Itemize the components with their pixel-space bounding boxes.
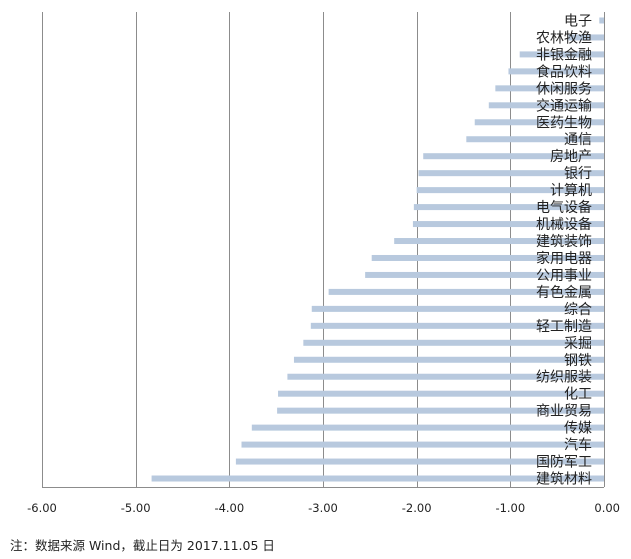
x-tick-label: -3.00 bbox=[308, 501, 338, 515]
bar-chart: 电子农林牧渔非银金融食品饮料休闲服务交通运输医药生物通信房地产银行计算机电气设备… bbox=[27, 12, 620, 515]
category-label: 银行 bbox=[564, 166, 592, 182]
bar bbox=[599, 17, 604, 24]
category-label: 交通运输 bbox=[536, 97, 592, 114]
bar bbox=[241, 441, 604, 448]
category-label: 国防军工 bbox=[536, 455, 592, 471]
category-label: 轻工制造 bbox=[536, 319, 592, 335]
category-label: 建筑材料 bbox=[536, 472, 592, 488]
category-label: 化工 bbox=[564, 387, 592, 403]
bars bbox=[151, 17, 604, 482]
bar bbox=[287, 373, 604, 380]
category-label: 采掘 bbox=[564, 336, 592, 352]
bar bbox=[394, 238, 604, 245]
category-label: 汽车 bbox=[564, 437, 592, 454]
bar bbox=[412, 221, 604, 228]
bar bbox=[413, 204, 604, 211]
category-label: 建筑装饰 bbox=[536, 234, 592, 250]
category-label: 休闲服务 bbox=[536, 81, 592, 97]
bar bbox=[151, 475, 604, 482]
category-label: 家用电器 bbox=[536, 250, 592, 267]
category-label: 计算机 bbox=[550, 183, 592, 199]
category-label: 电子 bbox=[564, 13, 592, 29]
category-label: 机械设备 bbox=[536, 216, 592, 233]
x-tick-label: -4.00 bbox=[214, 501, 244, 515]
category-label: 商业贸易 bbox=[536, 404, 592, 420]
category-label: 有色金属 bbox=[536, 284, 592, 301]
category-label: 房地产 bbox=[550, 149, 592, 165]
category-label: 公用事业 bbox=[536, 268, 592, 284]
x-tick-labels: -6.00 -5.00 -4.00 -3.00 -2.00 -1.00 0.00 bbox=[27, 501, 620, 515]
bar bbox=[488, 102, 604, 109]
category-labels: 电子农林牧渔非银金融食品饮料休闲服务交通运输医药生物通信房地产银行计算机电气设备… bbox=[536, 13, 592, 487]
bar bbox=[474, 119, 604, 126]
bar bbox=[568, 34, 604, 41]
bar bbox=[508, 68, 604, 75]
x-tick-label: -2.00 bbox=[402, 501, 432, 515]
category-label: 食品饮料 bbox=[536, 63, 592, 80]
bar bbox=[365, 271, 604, 278]
bar bbox=[303, 339, 604, 346]
bar bbox=[310, 322, 604, 329]
x-tick-label: -6.00 bbox=[27, 501, 57, 515]
bar bbox=[277, 407, 604, 414]
bar bbox=[416, 187, 604, 194]
category-label: 非银金融 bbox=[536, 47, 592, 63]
bar bbox=[495, 85, 604, 92]
category-label: 通信 bbox=[564, 132, 592, 148]
x-tick-label: -1.00 bbox=[495, 501, 525, 515]
bar bbox=[418, 170, 604, 177]
bar bbox=[328, 288, 604, 295]
source-note: 注：数据来源 Wind，截止日为 2017.11.05 日 bbox=[10, 538, 275, 553]
bar bbox=[371, 254, 604, 261]
bar bbox=[278, 390, 604, 397]
category-label: 综合 bbox=[564, 302, 592, 318]
bar bbox=[519, 51, 604, 58]
bar bbox=[293, 356, 604, 363]
category-label: 电气设备 bbox=[536, 199, 592, 216]
bar bbox=[251, 424, 604, 431]
bar bbox=[311, 305, 604, 312]
category-label: 传媒 bbox=[564, 421, 592, 437]
bar bbox=[466, 136, 604, 143]
x-tick-label: -5.00 bbox=[121, 501, 151, 515]
category-label: 农林牧渔 bbox=[536, 30, 592, 46]
category-label: 纺织服装 bbox=[536, 370, 592, 386]
category-label: 医药生物 bbox=[536, 115, 592, 131]
x-tick-label: 0.00 bbox=[594, 501, 620, 515]
bar bbox=[423, 153, 604, 160]
bar bbox=[235, 458, 604, 465]
gridlines bbox=[42, 12, 605, 488]
category-label: 钢铁 bbox=[564, 353, 592, 369]
